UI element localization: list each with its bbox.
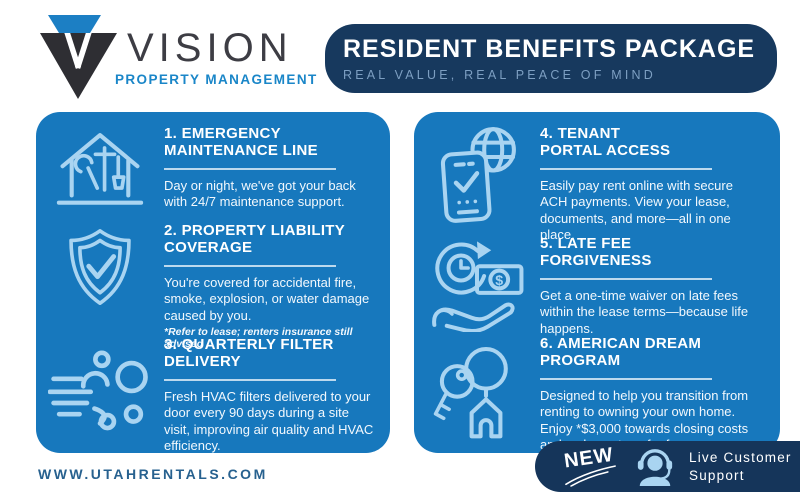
new-flag: NEW [557, 443, 623, 487]
benefit-title: 5. LATE FEE FORGIVENESS [540, 235, 652, 269]
live-support-badge: NEW Live Customer Support [535, 441, 800, 492]
benefits-panel-right: 4. TENANT PORTAL ACCESS Easily pay rent … [414, 112, 780, 453]
benefit-title: 4. TENANT PORTAL ACCESS [540, 125, 671, 159]
benefit-body: You're covered for accidental fire, smok… [164, 274, 370, 323]
shield-check-icon [36, 223, 164, 350]
banner-subtitle: REAL VALUE, REAL PEACE OF MIND [343, 68, 656, 82]
benefit-body: Easily pay rent online with secure ACH p… [540, 177, 733, 243]
title-divider [540, 377, 712, 380]
keys-house-icon [414, 336, 540, 456]
benefit-filter-delivery: 3. QUARTERLY FILTER DELIVERY Fresh HVAC … [36, 336, 390, 457]
support-label: Live Customer Support [689, 449, 792, 483]
benefits-panel-left: 1. EMERGENCY MAINTENANCE LINE Day or nig… [36, 112, 390, 453]
phone-globe-icon [414, 126, 540, 246]
benefit-liability-coverage: 2. PROPERTY LIABILITY COVERAGE You're co… [36, 222, 390, 351]
benefit-note: *Refer to lease; renters insurance still… [164, 326, 353, 351]
title-divider [164, 378, 336, 381]
benefit-title: 6. AMERICAN DREAM PROGRAM [540, 335, 702, 369]
headset-agent-icon [637, 448, 673, 486]
benefit-body: Day or night, we've got your back with 2… [164, 177, 356, 210]
svg-text:$: $ [495, 273, 503, 289]
title-divider [164, 264, 336, 267]
air-flow-icon [36, 337, 164, 457]
benefit-american-dream: 6. AMERICAN DREAM PROGRAM Designed to he… [414, 335, 780, 456]
vision-logo-mark [40, 15, 117, 99]
swoosh-underline-icon [565, 464, 616, 487]
banner: RESIDENT BENEFITS PACKAGE REAL VALUE, RE… [325, 24, 777, 93]
house-tools-icon [36, 126, 164, 213]
benefit-tenant-portal: 4. TENANT PORTAL ACCESS Easily pay rent … [414, 125, 780, 246]
title-divider [540, 277, 712, 280]
logo-tagline: PROPERTY MANAGEMENT [115, 72, 318, 87]
benefit-emergency-maintenance: 1. EMERGENCY MAINTENANCE LINE Day or nig… [36, 125, 390, 213]
benefit-body: Get a one-time waiver on late fees withi… [540, 287, 749, 336]
website-url: WWW.UTAHRENTALS.COM [38, 466, 268, 482]
logo-name: VISION [127, 26, 293, 70]
title-divider [164, 167, 336, 170]
late-fee-clock-icon: $ [414, 236, 540, 339]
benefit-late-fee-forgiveness: $ 5. LATE FEE FORGIVENESS Get a one-time… [414, 235, 780, 339]
benefit-title: 1. EMERGENCY MAINTENANCE LINE [164, 125, 318, 159]
benefit-title: 2. PROPERTY LIABILITY COVERAGE [164, 222, 346, 256]
banner-title: RESIDENT BENEFITS PACKAGE [343, 35, 756, 63]
title-divider [540, 167, 712, 170]
benefit-body: Fresh HVAC filters delivered to your doo… [164, 388, 374, 454]
benefit-title: 3. QUARTERLY FILTER DELIVERY [164, 336, 334, 370]
